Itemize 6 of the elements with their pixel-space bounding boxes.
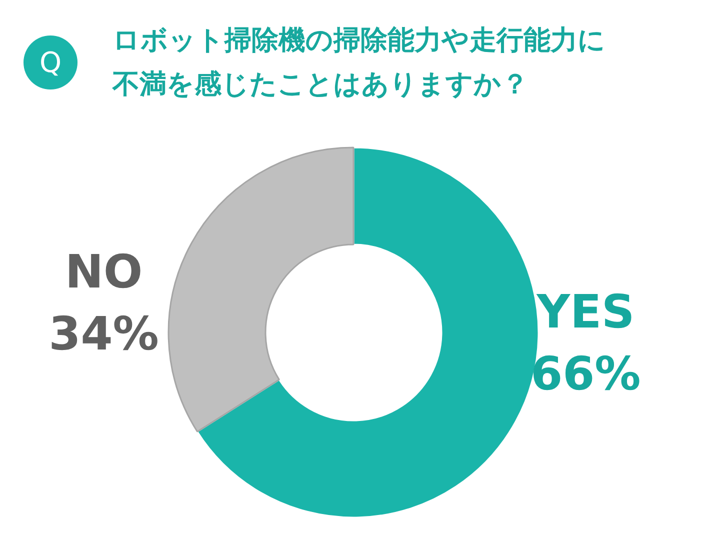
- slice-label: NO: [64, 244, 143, 298]
- data-label: 34%: [48, 306, 159, 361]
- text: Q: [39, 46, 62, 79]
- slice-label: YES: [536, 284, 635, 338]
- chart-title: ロボット掃除機の掃除能力や走行能力に不満を感じたことはありますか？: [112, 25, 606, 100]
- data-label: 66%: [530, 346, 641, 401]
